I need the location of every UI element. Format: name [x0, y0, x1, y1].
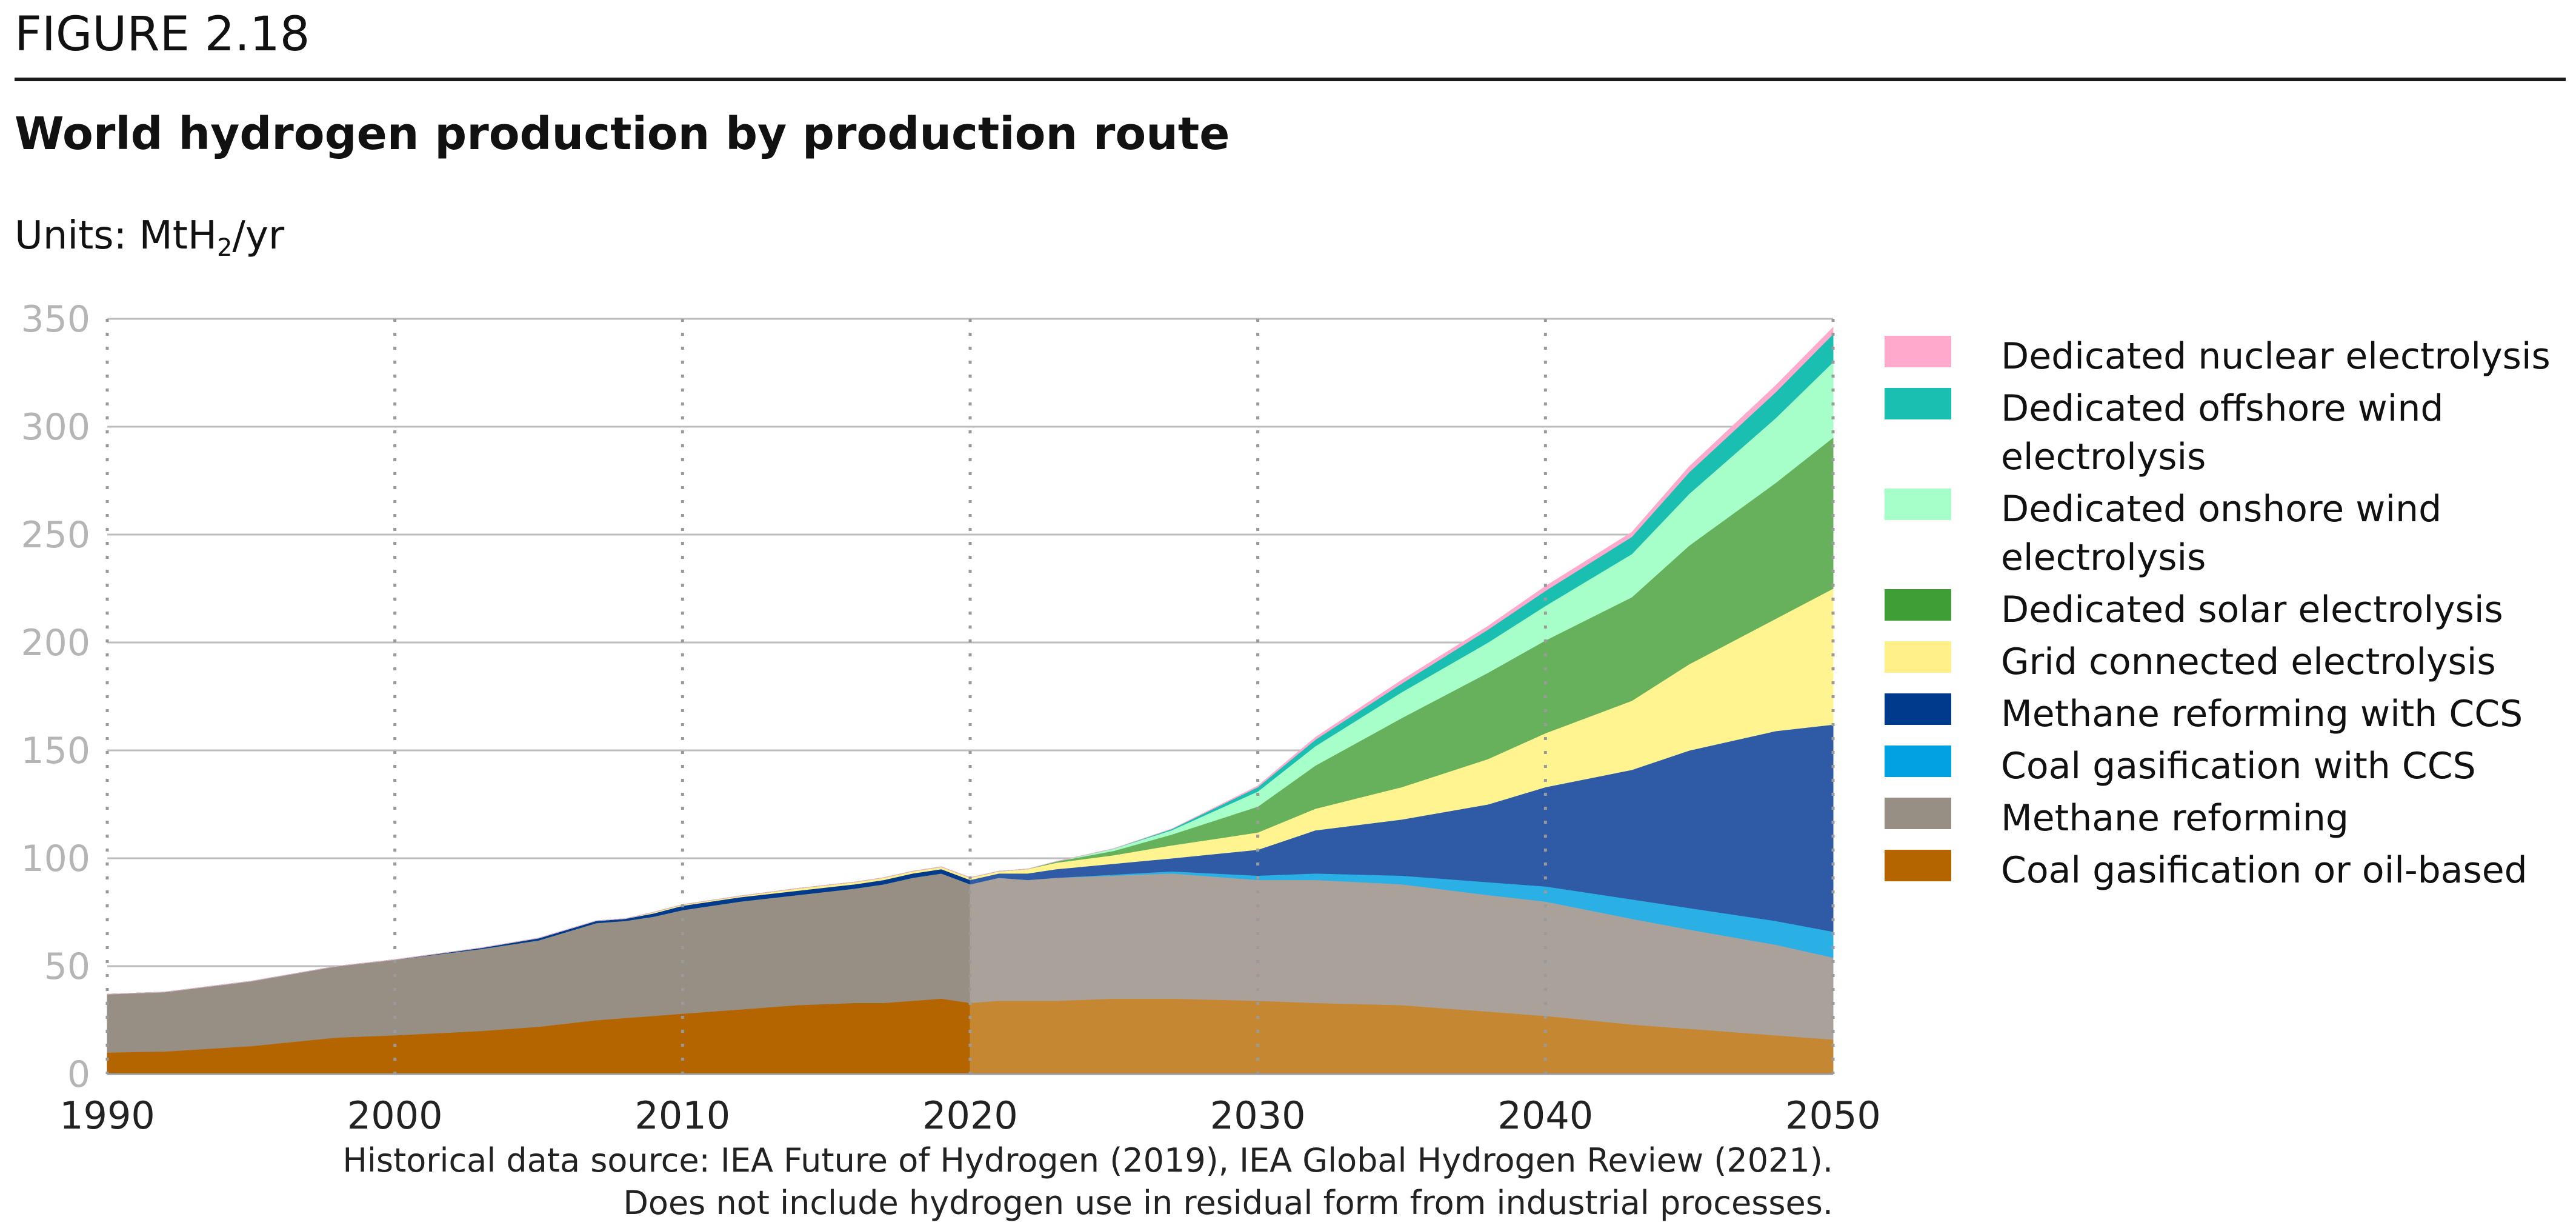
legend-label: Grid connected electrolysis [2001, 641, 2496, 683]
chart-title: World hydrogen production by production … [15, 108, 1230, 160]
legend-swatch [1885, 798, 1951, 829]
legend-label: Coal gasification with CCS [2001, 745, 2476, 787]
units-subscript: 2 [216, 234, 233, 262]
legend-item: Coal gasification or oil-based [1885, 846, 2563, 895]
legend-item: Coal gasification with CCS [1885, 742, 2563, 790]
legend: Dedicated nuclear electrolysis Dedicated … [1885, 332, 2563, 898]
legend-item: Methane reforming [1885, 794, 2563, 842]
y-tick-label: 350 [21, 298, 90, 341]
units-suffix: /yr [232, 213, 285, 258]
x-tick-label: 1990 [59, 1093, 155, 1138]
legend-swatch [1885, 388, 1951, 419]
scope-note: Does not include hydrogen use in residua… [623, 1184, 1833, 1222]
x-tick-label: 2030 [1210, 1093, 1306, 1138]
legend-label: Methane reforming [2001, 797, 2349, 839]
y-tick-label: 100 [21, 838, 90, 880]
y-tick-label: 150 [21, 730, 90, 772]
legend-swatch [1885, 589, 1951, 621]
y-tick-label: 300 [21, 406, 90, 449]
legend-item: Methane reforming with CCS [1885, 690, 2563, 738]
units-label: Units: MtH2/yr [15, 213, 284, 262]
y-tick-label: 0 [67, 1053, 90, 1096]
legend-item: Dedicated offshore wind electrolysis [1885, 384, 2563, 481]
units-prefix: Units: MtH [15, 213, 217, 258]
legend-swatch [1885, 336, 1951, 367]
legend-swatch [1885, 489, 1951, 520]
x-tick-label: 2000 [347, 1093, 443, 1138]
legend-label: Coal gasification or oil-based [2001, 849, 2528, 892]
area-projection-dedicated-nuclear-electrolysis [970, 326, 1834, 878]
legend-item: Grid connected electrolysis [1885, 638, 2563, 686]
legend-label: Dedicated offshore wind electrolysis [2001, 387, 2444, 478]
figure-label: FIGURE 2.18 [15, 7, 310, 62]
source-note: Historical data source: IEA Future of Hy… [342, 1141, 1833, 1179]
legend-swatch [1885, 641, 1951, 673]
area-layer [107, 326, 1834, 1075]
y-tick-label: 250 [21, 514, 90, 556]
legend-label: Dedicated nuclear electrolysis [2001, 335, 2551, 378]
legend-label: Dedicated solar electrolysis [2001, 589, 2503, 631]
axis-layer: 0 50 100 150 200 250 300 350 1990 2000 2010 2020 203… [21, 298, 1880, 1138]
legend-item: Dedicated onshore wind electrolysis [1885, 485, 2563, 582]
legend-swatch [1885, 746, 1951, 777]
x-tick-label: 2010 [634, 1093, 730, 1138]
x-tick-label: 2020 [922, 1093, 1018, 1138]
legend-swatch [1885, 850, 1951, 881]
vertical-grid-layer [105, 319, 1835, 1074]
title-rule [15, 78, 2566, 81]
area-chart: 0 50 100 150 200 250 300 350 1990 2000 2010 2020 203… [21, 298, 1880, 1138]
legend-label: Dedicated onshore wind electrolysis [2001, 488, 2442, 579]
x-tick-label: 2040 [1497, 1093, 1593, 1138]
legend-item: Dedicated nuclear electrolysis [1885, 332, 2563, 381]
legend-item: Dedicated solar electrolysis [1885, 585, 2563, 634]
legend-label: Methane reforming with CCS [2001, 693, 2523, 735]
legend-swatch [1885, 693, 1951, 725]
x-tick-label: 2050 [1785, 1093, 1881, 1138]
y-tick-label: 50 [44, 946, 90, 988]
y-tick-label: 200 [21, 622, 90, 664]
